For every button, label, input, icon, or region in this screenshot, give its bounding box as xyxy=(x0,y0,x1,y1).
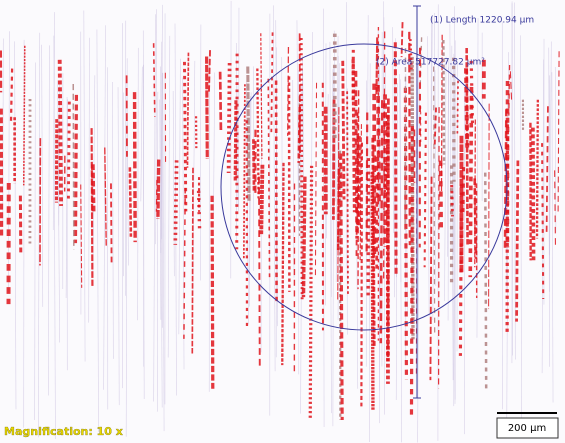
deposit-streak xyxy=(248,67,249,201)
deposit-streak xyxy=(405,88,406,380)
texture-line xyxy=(54,36,56,439)
texture-line xyxy=(542,60,544,374)
deposit-streak xyxy=(154,43,155,116)
deposit-streak xyxy=(425,113,426,268)
deposit-streak xyxy=(135,92,136,242)
texture-line xyxy=(48,45,49,395)
texture-line xyxy=(175,23,176,395)
deposit-streak xyxy=(411,126,412,418)
deposit-streak xyxy=(333,100,334,220)
texture-line xyxy=(273,5,275,371)
deposit-streak xyxy=(24,46,25,186)
deposit-streak xyxy=(315,83,316,279)
deposit-streak xyxy=(372,172,373,411)
deposit-streak xyxy=(187,53,188,168)
deposit-streak xyxy=(60,60,61,206)
deposit-streak xyxy=(282,163,283,365)
texture-line xyxy=(97,29,99,431)
texture-line xyxy=(428,36,429,316)
texture-line xyxy=(141,67,142,202)
deposit-streak xyxy=(73,84,74,250)
texture-line xyxy=(35,63,36,421)
texture-line xyxy=(514,3,515,360)
deposit-streak xyxy=(517,161,518,322)
texture-line xyxy=(118,87,119,405)
deposit-streak xyxy=(537,100,538,239)
texture-line xyxy=(311,32,313,276)
scale-bar-label: 200 µm xyxy=(508,423,546,434)
deposit-streak xyxy=(510,71,511,101)
texture-line xyxy=(157,92,158,412)
texture-line xyxy=(400,79,401,442)
texture-line xyxy=(330,42,332,413)
deposit-streak xyxy=(547,106,548,232)
deposit-streak xyxy=(310,166,311,420)
deposit-streak xyxy=(271,32,272,132)
deposit-streak xyxy=(261,33,262,159)
deposit-streak xyxy=(111,183,112,263)
texture-line xyxy=(89,38,90,323)
deposit-streak xyxy=(555,170,556,246)
deposit-streak xyxy=(338,169,339,251)
texture-line xyxy=(214,72,215,213)
texture-line xyxy=(113,82,114,359)
texture-line xyxy=(179,59,181,334)
deposit-streak xyxy=(268,79,269,277)
deposit-streak xyxy=(253,139,254,191)
deposit-streak xyxy=(184,188,185,339)
texture-line xyxy=(84,11,85,362)
deposit-streak xyxy=(475,120,476,268)
texture-line xyxy=(435,70,436,286)
deposit-streak xyxy=(229,63,230,173)
deposit-streak xyxy=(220,72,221,132)
deposit-streak xyxy=(68,102,69,200)
texture-line xyxy=(163,73,164,431)
deposit-streak xyxy=(361,143,362,407)
texture-line xyxy=(154,14,156,401)
deposit-streak xyxy=(470,87,471,277)
texture-line xyxy=(173,91,174,276)
deposit-streak xyxy=(341,153,342,420)
deposit-streak xyxy=(441,161,442,231)
texture-line xyxy=(549,48,550,367)
deposit-streak xyxy=(343,61,344,200)
deposit-streak xyxy=(11,69,12,124)
texture-line xyxy=(521,35,522,433)
deposit-streak xyxy=(558,51,559,213)
deposit-streak xyxy=(259,177,260,369)
deposit-streak xyxy=(439,107,440,388)
deposit-streak xyxy=(485,173,486,391)
deposit-streak xyxy=(158,160,159,219)
texture-line xyxy=(15,41,16,409)
deposit-streak xyxy=(358,90,359,289)
deposit-streak xyxy=(244,84,245,259)
deposit-streak xyxy=(75,95,76,243)
deposit-streak xyxy=(209,50,210,93)
deposit-streak xyxy=(92,128,93,286)
texture-line xyxy=(168,36,170,358)
deposit-streak xyxy=(257,68,258,198)
deposit-streak xyxy=(430,177,431,380)
deposit-streak xyxy=(460,184,461,356)
deposit-streak xyxy=(402,22,403,57)
deposit-streak xyxy=(130,167,131,236)
texture-line xyxy=(138,48,139,320)
length-label: (1) Length 1220.94 µm xyxy=(430,16,534,26)
deposit-streak xyxy=(533,128,534,261)
deposit-streak xyxy=(353,59,354,212)
deposit-streak xyxy=(212,196,213,389)
deposit-streak xyxy=(207,56,208,158)
texture-line xyxy=(552,72,553,402)
texture-line xyxy=(445,57,446,301)
magnification-label: Magnification: 10 x xyxy=(4,425,123,438)
area-label: (2) Area 517727.82 µm² xyxy=(376,58,485,68)
texture-line xyxy=(42,45,43,307)
micrograph: (1) Length 1220.94 µm (2) Area 517727.82… xyxy=(0,0,565,443)
deposit-streak xyxy=(489,104,490,309)
texture-line xyxy=(303,70,304,227)
deposit-streak xyxy=(105,147,106,245)
deposit-streak xyxy=(304,177,305,298)
